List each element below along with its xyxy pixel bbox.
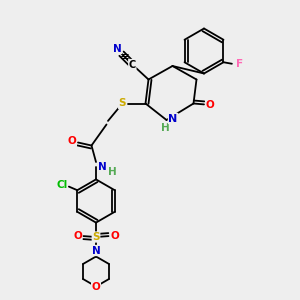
Text: ≡: ≡ [120, 50, 130, 63]
Text: O: O [68, 136, 76, 146]
Text: O: O [92, 281, 100, 292]
Text: S: S [119, 98, 126, 109]
Text: N: N [98, 161, 107, 172]
Text: Cl: Cl [56, 180, 67, 190]
Text: F: F [236, 59, 243, 69]
Text: O: O [206, 100, 214, 110]
Text: S: S [92, 232, 100, 242]
Text: H: H [160, 123, 169, 133]
Text: O: O [73, 231, 82, 241]
Text: C: C [129, 59, 136, 70]
Text: N: N [169, 113, 178, 124]
Text: N: N [92, 245, 100, 256]
Text: H: H [108, 167, 117, 177]
Text: N: N [113, 44, 122, 54]
Text: O: O [110, 231, 119, 241]
